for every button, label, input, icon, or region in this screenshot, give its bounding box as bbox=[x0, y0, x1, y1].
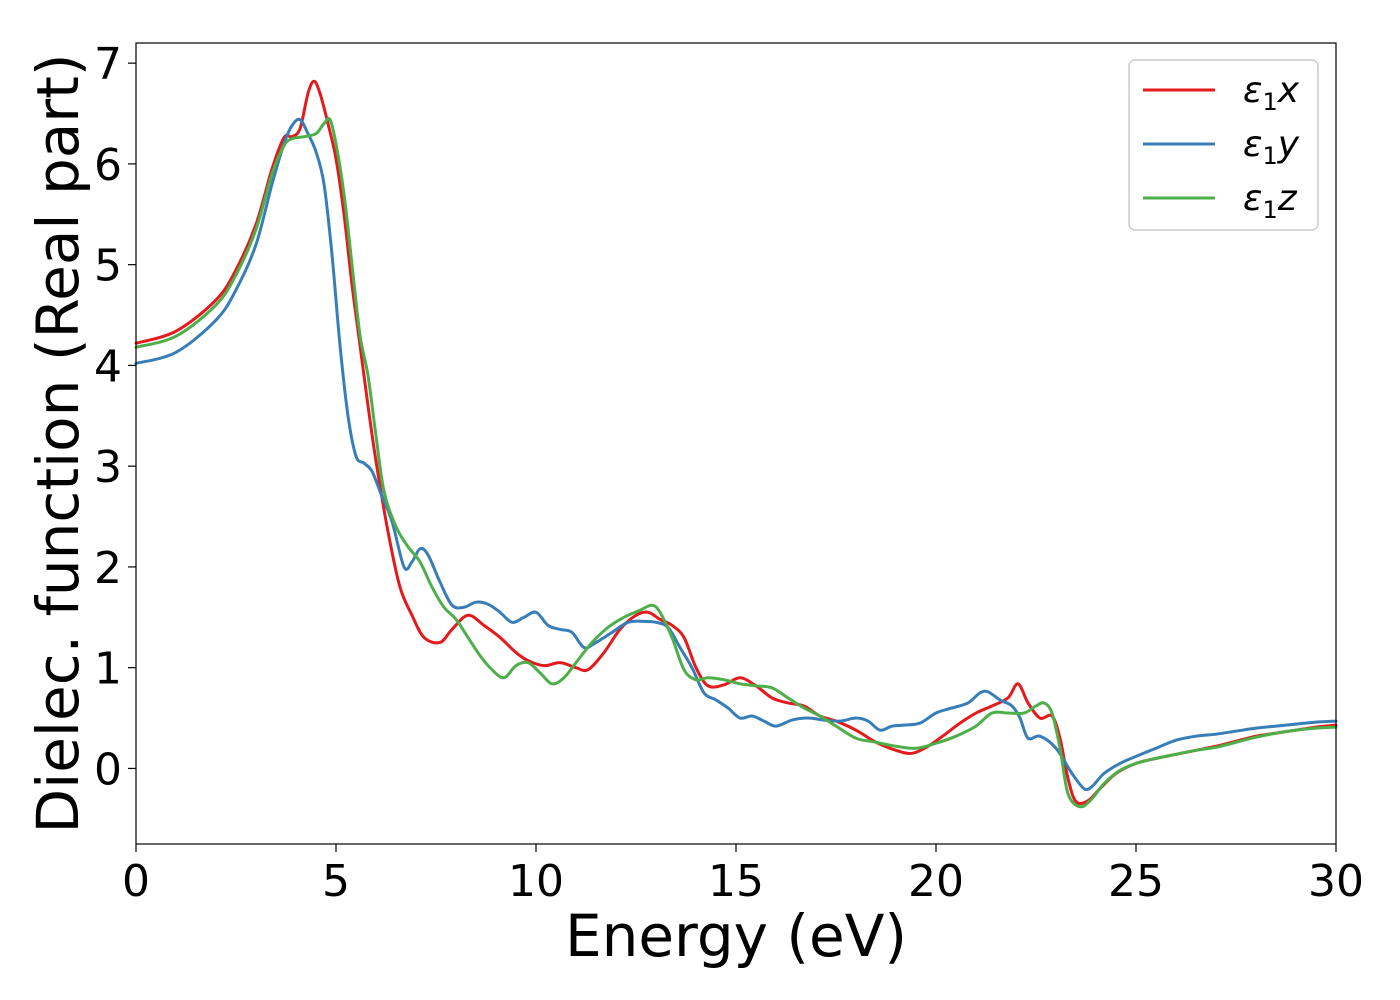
x-tick-label: 30 bbox=[1308, 856, 1364, 907]
x-tick-label: 25 bbox=[1108, 856, 1164, 907]
x-tick-label: 15 bbox=[708, 856, 764, 907]
series-line-y bbox=[134, 117, 1338, 792]
series-line-z bbox=[134, 116, 1338, 809]
y-tick-label: 0 bbox=[94, 744, 122, 795]
y-tick-label: 4 bbox=[94, 341, 122, 392]
y-axis-title: Dielec. function (Real part) bbox=[24, 53, 92, 833]
legend-items: ε1x ε1y ε1z bbox=[1143, 70, 1300, 224]
legend-label-z: ε1z bbox=[1243, 178, 1298, 224]
series-lines bbox=[134, 79, 1338, 809]
x-tick-label: 20 bbox=[908, 856, 964, 907]
y-tick-label: 7 bbox=[94, 39, 122, 90]
y-tick-label: 5 bbox=[94, 241, 122, 292]
y-tick-label: 3 bbox=[94, 442, 122, 493]
legend-box bbox=[1128, 59, 1319, 231]
legend: ε1x ε1y ε1z bbox=[1128, 59, 1319, 231]
x-axis-title: Energy (eV) bbox=[565, 902, 907, 970]
x-axis: 0 5 10 15 20 25 30 bbox=[122, 844, 1364, 907]
y-axis: 0 1 2 3 4 5 6 7 bbox=[94, 39, 136, 795]
series-line-x bbox=[134, 79, 1338, 806]
x-tick-label: 0 bbox=[122, 856, 150, 907]
y-tick-label: 6 bbox=[94, 140, 122, 191]
legend-label-x: ε1x bbox=[1243, 70, 1300, 116]
y-tick-label: 2 bbox=[94, 543, 122, 594]
x-tick-label: 5 bbox=[322, 856, 350, 907]
x-tick-label: 10 bbox=[508, 856, 564, 907]
y-tick-label: 1 bbox=[94, 644, 122, 695]
legend-label-y: ε1y bbox=[1243, 124, 1300, 170]
